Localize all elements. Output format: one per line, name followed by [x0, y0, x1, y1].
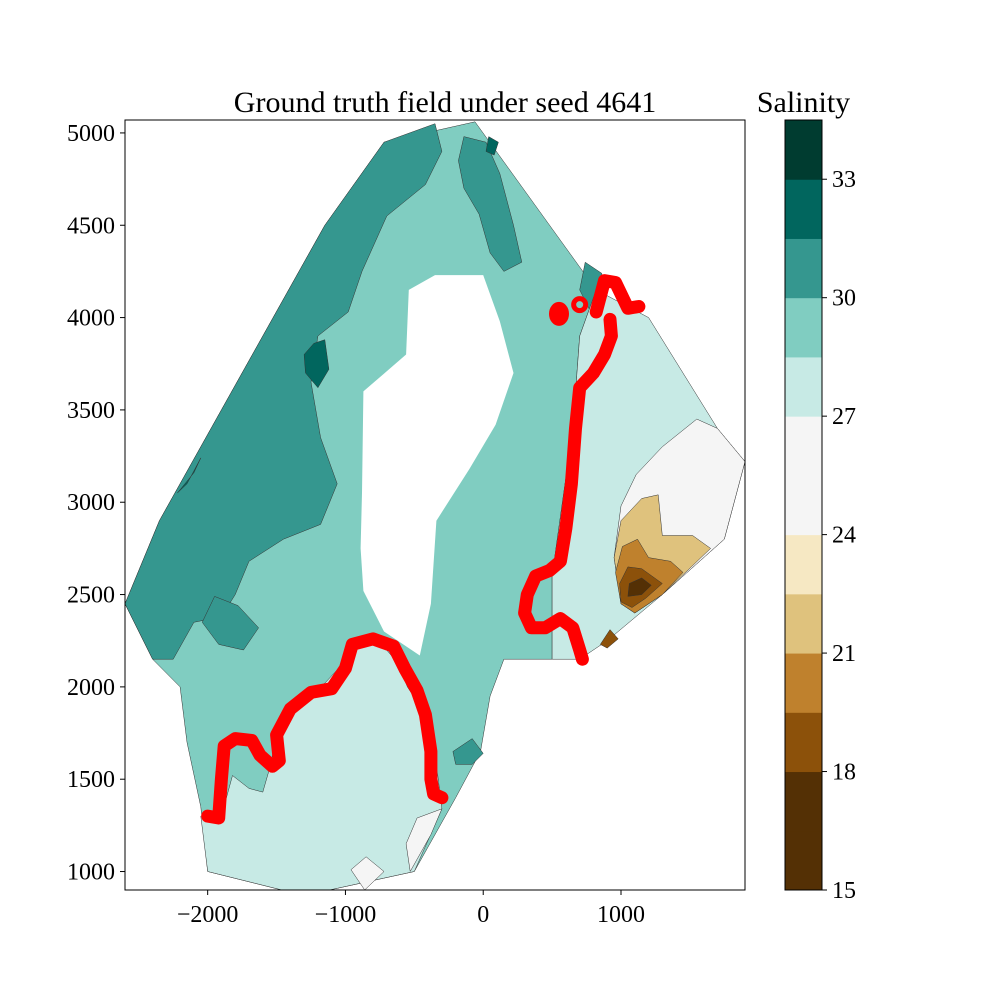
colorbar-tick-label: 24 — [832, 523, 856, 549]
y-tick-label: 4500 — [67, 213, 115, 239]
colorbar-band-10 — [785, 238, 822, 299]
y-tick-label: 3000 — [67, 490, 115, 516]
x-tick-label: 0 — [477, 902, 489, 928]
contour-region-6 — [303, 339, 330, 388]
colorbar-tick-label: 33 — [832, 167, 856, 193]
chart-title: Ground truth field under seed 4641 — [234, 86, 656, 119]
colorbar-tick-label: 30 — [832, 286, 856, 312]
colorbar-band-5 — [785, 534, 822, 595]
contour-plot-area — [125, 121, 745, 890]
colorbar-band-4 — [785, 593, 822, 654]
colorbar-band-2 — [785, 712, 822, 773]
colorbar-band-6 — [785, 475, 822, 536]
contour-region-18 — [600, 629, 619, 649]
colorbar-bands — [785, 120, 822, 891]
colorbar-band-8 — [785, 356, 822, 417]
colorbar-ticks: 15 18 21 24 27 30 33 — [822, 167, 856, 904]
x-tick-label: −2000 — [177, 902, 239, 928]
red-isoline-segment-2 — [518, 312, 618, 666]
colorbar-band-0 — [785, 830, 822, 891]
x-tick-label: −1000 — [315, 902, 377, 928]
contour-region-4 — [452, 738, 484, 765]
y-axis-ticks: 1000 1500 2000 2500 3000 3500 4000 4500 5000 — [67, 121, 125, 886]
colorbar-tick-label: 21 — [832, 641, 856, 667]
colorbar-band-3 — [785, 653, 822, 713]
colorbar-title: Salinity — [757, 86, 850, 119]
colorbar-tick-label: 27 — [832, 404, 856, 430]
colorbar-band-1 — [785, 771, 822, 832]
contour-region-12 — [405, 808, 443, 872]
y-tick-label: 2500 — [67, 583, 115, 609]
axes-frame — [124, 119, 746, 891]
colorbar-frame — [784, 119, 823, 891]
colorbar-tick-label: 15 — [832, 878, 856, 904]
contour-region-3 — [201, 596, 259, 651]
red-isoline-segment-1 — [589, 274, 646, 319]
white-hole — [360, 275, 514, 656]
red-isoline — [201, 274, 646, 825]
red-isoline-dot-1 — [571, 296, 589, 314]
contour-region-13 — [350, 856, 385, 890]
colorbar-band-12 — [785, 120, 822, 180]
contour-region-7 — [177, 457, 202, 494]
y-tick-label: 5000 — [67, 121, 115, 147]
colorbar-band-11 — [785, 179, 822, 239]
unsampled-region — [360, 275, 514, 656]
colorbar-band-7 — [785, 416, 822, 476]
red-isoline-segment-0 — [201, 632, 449, 825]
y-tick-label: 1500 — [67, 767, 115, 793]
y-tick-label: 2000 — [67, 675, 115, 701]
colorbar-tick-label: 18 — [832, 760, 856, 786]
colorbar-band-9 — [785, 297, 822, 358]
colorbar: 15 18 21 24 27 30 33 Salinity — [757, 86, 856, 904]
contour-region-17 — [627, 577, 652, 597]
y-tick-label: 4000 — [67, 306, 115, 332]
y-tick-label: 3500 — [67, 398, 115, 424]
contour-region-2 — [458, 136, 523, 272]
x-tick-label: 1000 — [597, 902, 645, 928]
contour-region-8 — [485, 136, 499, 156]
y-tick-label: 1000 — [67, 860, 115, 886]
x-axis-ticks: −2000 −1000 0 1000 — [177, 890, 645, 928]
red-isoline-dot-0 — [549, 301, 569, 326]
